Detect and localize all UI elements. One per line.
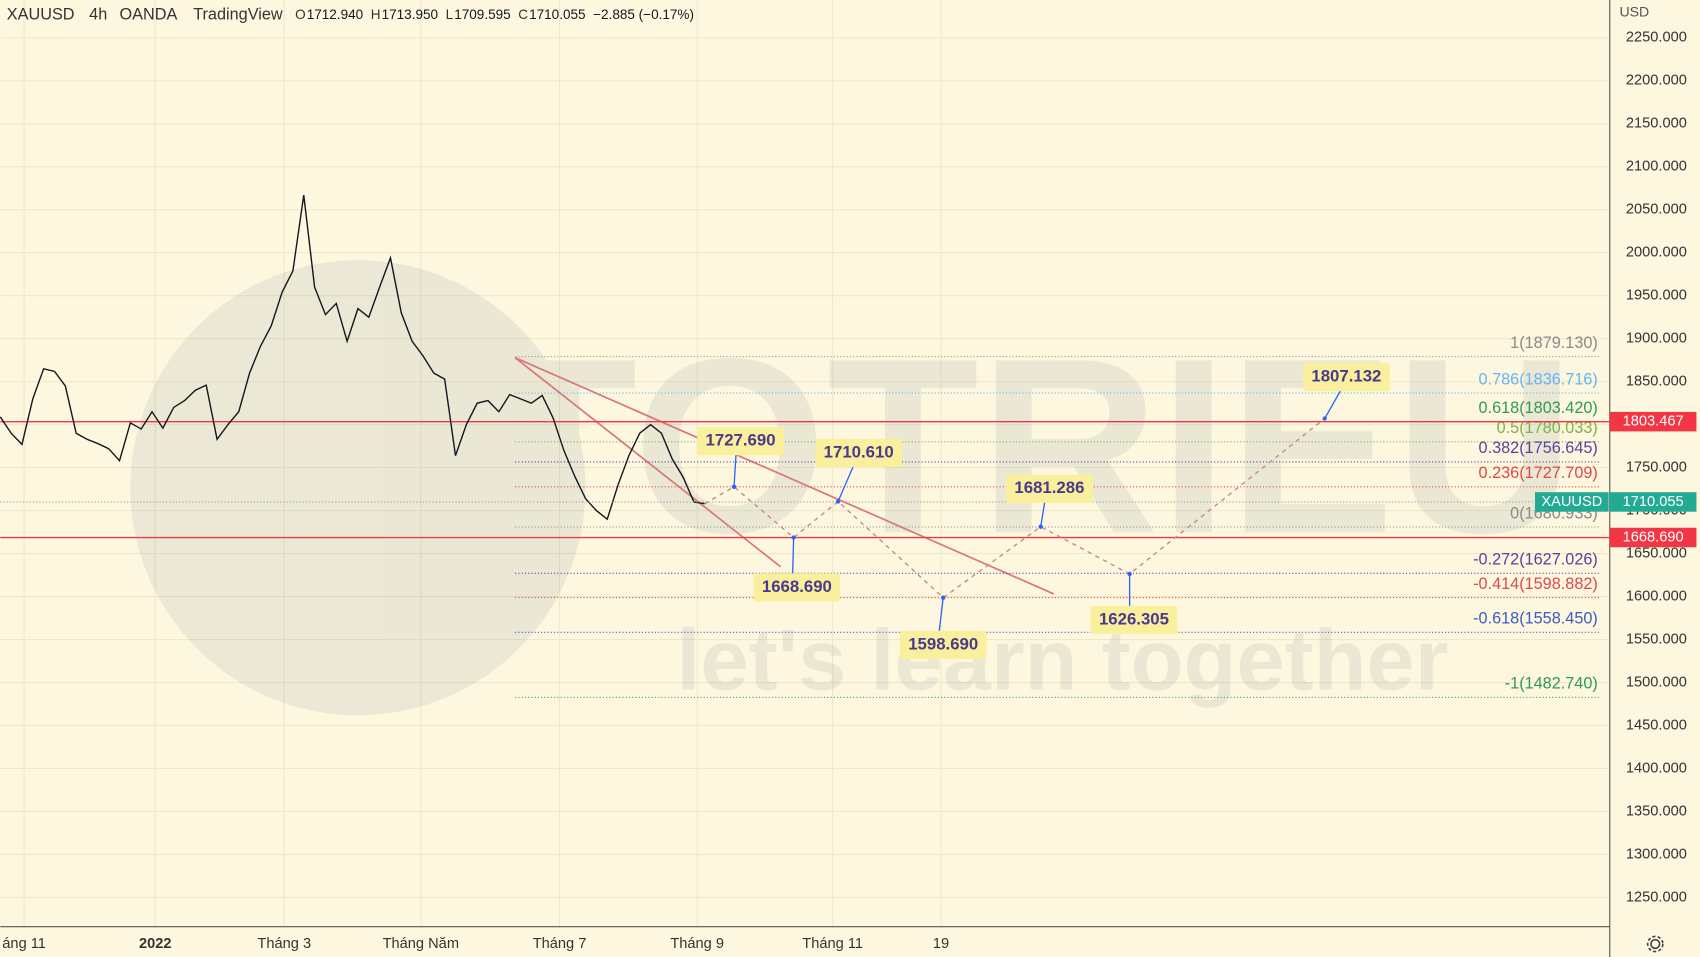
projection-label: 1681.286 — [1014, 478, 1084, 497]
fib-label: 0.786(1836.716) — [1479, 370, 1598, 388]
fib-label: -0.272(1627.026) — [1473, 551, 1598, 569]
x-tick-label: 19 — [933, 936, 949, 952]
price-tag — [1609, 411, 1697, 432]
projection-connector — [1324, 387, 1343, 419]
fib-label: 0.618(1803.420) — [1479, 399, 1598, 417]
fib-label: -0.414(1598.882) — [1473, 575, 1598, 593]
price-tag — [1609, 492, 1697, 512]
y-tick-label: 2100.000 — [1626, 159, 1687, 175]
x-tick-label: Tháng 11 — [802, 936, 863, 952]
y-tick-label: 2250.000 — [1626, 30, 1687, 46]
y-tick-label: 1250.000 — [1626, 889, 1687, 905]
fib-label: 0.236(1727.709) — [1479, 464, 1598, 482]
projection-point — [835, 499, 841, 504]
x-tick-label: Tháng 7 — [533, 936, 587, 952]
projection-label: 1598.690 — [908, 634, 978, 653]
projection-label-box — [899, 630, 987, 659]
projection-connector — [837, 463, 855, 502]
ohlc-value: 1712.940 — [307, 7, 363, 22]
y-tick-label: 1750.000 — [1626, 459, 1687, 475]
projection-point — [1127, 571, 1132, 577]
projection-label-box — [1090, 605, 1178, 635]
header: XAUUSD 4h OANDA TradingView — [7, 5, 283, 23]
price-line-series — [0, 195, 705, 521]
x-tick-label: Tháng Năm — [383, 936, 459, 952]
y-tick-label: 1600.000 — [1626, 588, 1687, 604]
y-tick-label: 2000.000 — [1626, 245, 1687, 261]
projection-point — [1322, 416, 1327, 421]
y-tick-label: 1350.000 — [1626, 803, 1687, 819]
projection-connector — [938, 597, 944, 635]
fib-label: 1(1879.130) — [1510, 334, 1598, 352]
symbol-tag-label: XAUUSD — [1541, 494, 1602, 510]
y-tick-label: 1400.000 — [1626, 760, 1687, 776]
platform: TradingView — [193, 5, 283, 23]
symbol: XAUUSD — [7, 5, 75, 23]
broker: OANDA — [120, 5, 178, 23]
watermark-slogan: let's learn together — [676, 612, 1448, 708]
projection-point — [791, 535, 796, 540]
projection-point — [941, 595, 946, 600]
y-tick-label: 2150.000 — [1626, 116, 1687, 132]
ohlc-value: 1710.055 — [529, 7, 585, 22]
x-tick-label: áng 11 — [2, 936, 46, 952]
fib-label: 0.5(1780.033) — [1497, 419, 1598, 437]
ohlc-key: L — [446, 7, 454, 22]
y-tick-label: 1500.000 — [1626, 674, 1687, 690]
y-tick-label: 1550.000 — [1626, 631, 1687, 647]
trend-line — [514, 356, 782, 568]
projection-label-box — [1006, 474, 1093, 503]
x-tick-label: Tháng 3 — [257, 936, 311, 952]
x-tick-label: 2022 — [139, 936, 172, 952]
projection-label-box — [753, 573, 841, 602]
projection-label: 1710.610 — [824, 442, 894, 461]
projection-label: 1727.690 — [706, 431, 776, 450]
axis-unit: USD — [1620, 4, 1650, 20]
price-change: −2.885 (−0.17%) — [593, 7, 694, 22]
ohlc-value: 1713.950 — [382, 7, 438, 22]
watermark: TOTRIEU let's learn together — [130, 260, 1575, 716]
projection-connector — [1040, 499, 1046, 527]
price-tag-label: 1803.467 — [1623, 414, 1684, 430]
ohlc-value: 1709.595 — [454, 7, 510, 22]
y-tick-label: 1650.000 — [1626, 545, 1687, 561]
y-tick-label: 1450.000 — [1626, 717, 1687, 733]
projection-path — [704, 417, 1326, 599]
price-tag — [1609, 527, 1697, 548]
y-tick-label: 1300.000 — [1626, 846, 1687, 862]
y-tick-label: 1850.000 — [1626, 374, 1687, 390]
x-tick-label: Tháng 9 — [670, 936, 724, 952]
projection-point — [731, 484, 737, 489]
watermark-logo — [130, 260, 586, 716]
y-tick-label: 1950.000 — [1626, 288, 1687, 304]
projection-label-box — [1303, 363, 1390, 392]
projection-connector — [733, 451, 737, 487]
fib-label: -0.618(1558.450) — [1473, 610, 1598, 628]
symbol-tag — [1534, 492, 1609, 512]
trend-line — [514, 356, 1055, 595]
ohlc-key: C — [518, 7, 528, 22]
projection-label: 1626.305 — [1099, 609, 1169, 628]
projection-label-box — [815, 438, 903, 468]
y-tick-label: 2200.000 — [1626, 73, 1687, 89]
projection-label-box — [697, 427, 784, 456]
price-tag-label: 1710.055 — [1623, 494, 1684, 510]
ohlc-key: O — [295, 7, 306, 22]
y-tick-label: 1900.000 — [1626, 331, 1687, 347]
projection-point — [1038, 524, 1043, 529]
projection-label: 1807.132 — [1311, 367, 1381, 386]
settings-icon[interactable] — [1646, 935, 1664, 953]
fib-label: 0.382(1756.645) — [1479, 439, 1598, 457]
price-tag-label: 1668.690 — [1623, 529, 1684, 545]
watermark-text: TOTRIEU — [485, 306, 1574, 585]
projection-label: 1668.690 — [762, 577, 832, 596]
ohlc-key: H — [371, 7, 381, 22]
projection-connector — [791, 537, 795, 577]
y-tick-label: 2050.000 — [1626, 202, 1687, 218]
interval: 4h — [89, 5, 107, 23]
fib-label: -1(1482.740) — [1505, 675, 1598, 693]
